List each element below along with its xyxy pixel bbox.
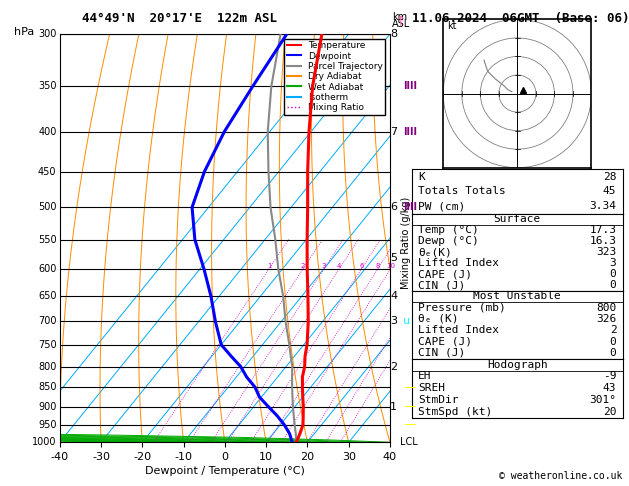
Text: 28: 28 — [603, 172, 616, 182]
Text: 11.06.2024  06GMT  (Base: 06): 11.06.2024 06GMT (Base: 06) — [412, 12, 629, 25]
Text: Lifted Index: Lifted Index — [418, 325, 499, 335]
X-axis label: Dewpoint / Temperature (°C): Dewpoint / Temperature (°C) — [145, 466, 305, 476]
Text: 326: 326 — [596, 314, 616, 324]
Text: 7: 7 — [390, 126, 397, 137]
Text: 20: 20 — [428, 263, 437, 269]
Text: Mixing Ratio (g/kg): Mixing Ratio (g/kg) — [401, 197, 411, 289]
Text: 1: 1 — [390, 401, 397, 412]
Text: LCL: LCL — [400, 437, 418, 447]
Text: 0: 0 — [610, 348, 616, 358]
Text: SREH: SREH — [418, 383, 445, 393]
Text: 3: 3 — [390, 316, 397, 326]
Text: ASL: ASL — [392, 19, 410, 30]
Text: kt: kt — [447, 21, 457, 31]
Text: 2: 2 — [301, 263, 305, 269]
Text: 1: 1 — [267, 263, 271, 269]
Text: km: km — [392, 12, 407, 22]
Text: 3: 3 — [321, 263, 326, 269]
Text: 950: 950 — [38, 420, 57, 430]
Text: 400: 400 — [38, 126, 57, 137]
Text: K: K — [418, 172, 425, 182]
Text: 900: 900 — [38, 401, 57, 412]
Text: 350: 350 — [38, 81, 57, 91]
Text: CAPE (J): CAPE (J) — [418, 269, 472, 279]
Text: CIN (J): CIN (J) — [418, 280, 465, 290]
Text: IIII: IIII — [403, 126, 417, 137]
Text: 8: 8 — [376, 263, 380, 269]
Text: 0: 0 — [610, 337, 616, 347]
Text: 800: 800 — [596, 303, 616, 312]
Text: 8: 8 — [390, 29, 397, 39]
Text: 300: 300 — [38, 29, 57, 39]
Text: IIII: IIII — [403, 81, 417, 91]
Text: 25: 25 — [442, 263, 450, 269]
Text: 10: 10 — [386, 263, 395, 269]
Text: 20: 20 — [603, 407, 616, 417]
Text: 5: 5 — [390, 253, 397, 262]
Text: —: — — [403, 418, 416, 432]
Text: 650: 650 — [38, 291, 57, 301]
Text: 44°49'N  20°17'E  122m ASL: 44°49'N 20°17'E 122m ASL — [82, 12, 277, 25]
Text: Surface: Surface — [494, 214, 541, 225]
Text: 45: 45 — [603, 187, 616, 196]
Text: 301°: 301° — [589, 395, 616, 405]
Text: u: u — [403, 316, 410, 326]
Text: 4: 4 — [337, 263, 342, 269]
Text: θₑ(K): θₑ(K) — [418, 247, 452, 257]
Text: StmSpd (kt): StmSpd (kt) — [418, 407, 493, 417]
Text: 16.3: 16.3 — [589, 236, 616, 246]
Text: —: — — [403, 400, 416, 413]
Text: θₑ (K): θₑ (K) — [418, 314, 459, 324]
Text: 3.34: 3.34 — [589, 201, 616, 211]
Text: 6: 6 — [390, 202, 397, 212]
Text: —: — — [403, 381, 416, 394]
Text: Hodograph: Hodograph — [487, 360, 548, 369]
Text: Temp (°C): Temp (°C) — [418, 226, 479, 235]
Text: 450: 450 — [38, 167, 57, 176]
Text: 17.3: 17.3 — [589, 226, 616, 235]
Text: PW (cm): PW (cm) — [418, 201, 465, 211]
Text: -9: -9 — [603, 371, 616, 382]
Text: Lifted Index: Lifted Index — [418, 258, 499, 268]
Text: EH: EH — [418, 371, 432, 382]
Text: 750: 750 — [38, 340, 57, 350]
Legend: Temperature, Dewpoint, Parcel Trajectory, Dry Adiabat, Wet Adiabat, Isotherm, Mi: Temperature, Dewpoint, Parcel Trajectory… — [284, 38, 386, 115]
Text: 1000: 1000 — [32, 437, 57, 447]
Text: 500: 500 — [38, 202, 57, 212]
Text: 6: 6 — [359, 263, 364, 269]
Text: 4: 4 — [390, 291, 397, 301]
Text: 600: 600 — [38, 264, 57, 274]
Text: 2: 2 — [390, 362, 397, 372]
Text: hPa: hPa — [14, 27, 34, 37]
Text: CAPE (J): CAPE (J) — [418, 337, 472, 347]
Text: StmDir: StmDir — [418, 395, 459, 405]
Text: 3: 3 — [610, 258, 616, 268]
Text: Pressure (mb): Pressure (mb) — [418, 303, 506, 312]
Text: Dewp (°C): Dewp (°C) — [418, 236, 479, 246]
Text: IIII: IIII — [403, 202, 417, 212]
Text: 0: 0 — [610, 269, 616, 279]
Text: 550: 550 — [38, 235, 57, 244]
Text: 700: 700 — [38, 316, 57, 326]
Text: 850: 850 — [38, 382, 57, 392]
Text: © weatheronline.co.uk: © weatheronline.co.uk — [499, 471, 623, 481]
Text: 323: 323 — [596, 247, 616, 257]
Text: Totals Totals: Totals Totals — [418, 187, 506, 196]
Text: ↑: ↑ — [394, 15, 406, 29]
Text: 15: 15 — [410, 263, 419, 269]
Text: 43: 43 — [603, 383, 616, 393]
Text: Most Unstable: Most Unstable — [474, 291, 561, 301]
Text: CIN (J): CIN (J) — [418, 348, 465, 358]
Text: 0: 0 — [610, 280, 616, 290]
Text: 2: 2 — [610, 325, 616, 335]
Text: 800: 800 — [38, 362, 57, 372]
